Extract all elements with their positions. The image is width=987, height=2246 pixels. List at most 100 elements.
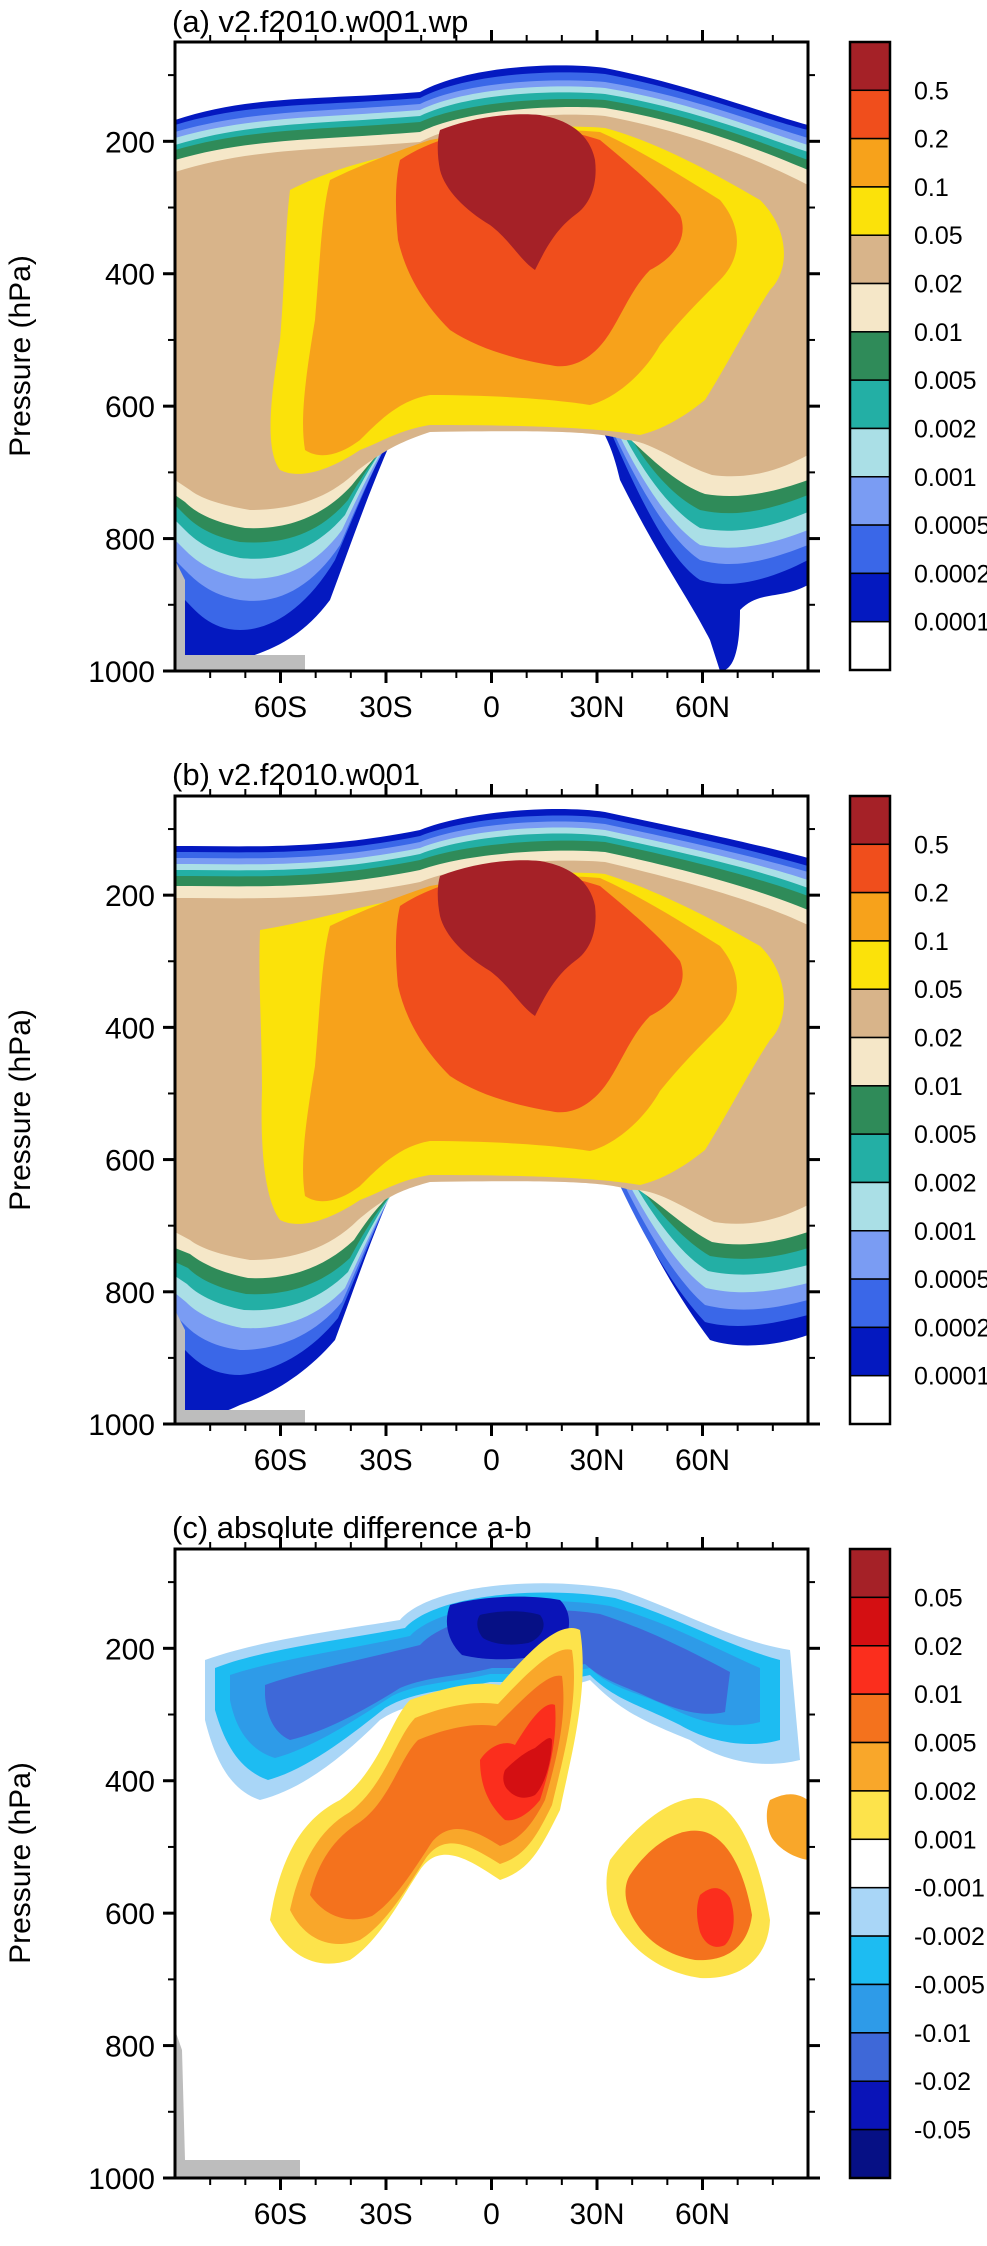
colorbar-label: 0.05 [914,222,963,250]
y-tick-label: 400 [105,259,155,292]
colorbar-swatch [849,572,891,623]
panel-b-contour-05 [437,860,596,1016]
panel-a-ticks: 200 400 600 800 1000 60S 30S 0 30N 60N [88,30,820,724]
panel-c-pos-0005 [310,1675,564,1920]
colorbar-label: 0.0001 [914,1363,987,1391]
colorbar-label: -0.05 [914,2117,971,2145]
y-tick-label: 200 [105,1633,155,1666]
x-tick-label: 60S [254,691,307,724]
colorbar-label: 0.02 [914,1025,963,1053]
colorbar-swatch [849,234,891,285]
colorbar-label: 0.01 [914,319,963,347]
colorbar-swatch [849,379,891,430]
colorbar-swatch [849,2080,891,2131]
colorbar-swatch [849,331,891,381]
colorbar-swatch [849,1790,891,1841]
colorbar-swatch [849,2032,891,2082]
colorbar-swatch [849,1741,891,1792]
x-tick-label: 30N [569,1444,624,1477]
y-tick-label: 200 [105,880,155,913]
colorbar-swatch [849,891,891,942]
x-tick-label: 60S [254,1444,307,1477]
panel-c-pos-002 [503,1737,552,1798]
panel-b-surface [175,1310,305,1424]
colorbar-swatch [849,1596,891,1647]
x-tick-label: 0 [483,2198,500,2231]
x-tick-label: 60N [675,2198,730,2231]
colorbar-label: 0.0002 [914,1314,987,1342]
colorbar-label: 0.0005 [914,1266,987,1294]
colorbar-label: -0.002 [914,1923,985,1951]
panel-b-ticks: 200 400 600 800 1000 60S 30S 0 30N 60N [88,784,820,1477]
colorbar-label: -0.01 [914,2020,971,2048]
colorbar-label: 0.002 [914,1778,977,1806]
colorbar-swatch [849,1693,891,1744]
y-tick-label: 1000 [88,656,155,689]
colorbar-label: 0.01 [914,1073,963,1101]
y-tick-label: 600 [105,1898,155,1931]
colorbar-swatch [849,1886,891,1937]
panel-c-ticks: 200 400 600 800 1000 60S 30S 0 30N 60N [88,1537,820,2231]
colorbar-label: 0.05 [914,1584,963,1612]
colorbar-label: -0.02 [914,2068,971,2096]
y-tick-label: 200 [105,126,155,159]
y-tick-label: 800 [105,524,155,557]
y-tick-label: 400 [105,1012,155,1045]
colorbar-label: 0.5 [914,77,949,105]
colorbar-label: 0.2 [914,126,949,154]
panel-a-colorbar: 0.5 0.2 0.1 0.05 0.02 0.01 0.005 0.002 0.001 0.00… [848,40,987,672]
panel-c-plot-area [175,1583,808,2178]
colorbar-label: 0.02 [914,271,963,299]
colorbar-swatch [849,1133,891,1184]
colorbar-label: 0.01 [914,1681,963,1709]
y-tick-label: 400 [105,1766,155,1799]
y-tick-label: 1000 [88,2163,155,2196]
panel-c-y-axis-label: Pressure (hPa) [4,1762,37,1964]
panel-b-plot-area [175,809,808,1424]
panel-c-pos-right-001 [697,1888,734,1947]
colorbar-swatch [849,988,891,1039]
colorbar-swatch [849,1374,891,1425]
panel-c-neg-001 [265,1609,730,1740]
colorbar-swatch [849,1278,891,1329]
panel-a-plot-area [175,65,808,671]
x-tick-label: 0 [483,691,500,724]
colorbar-swatch [849,1326,891,1377]
colorbar-label: 0.1 [914,928,949,956]
panel-c-pos-right-edge [766,1794,808,1860]
colorbar-label: -0.005 [914,1971,985,1999]
colorbar-swatch [849,282,891,333]
colorbar-swatch [849,620,891,671]
y-tick-label: 600 [105,1145,155,1178]
x-tick-label: 30S [359,1444,412,1477]
x-tick-label: 60N [675,1444,730,1477]
colorbar-label: 0.5 [914,831,949,859]
colorbar-swatch [849,1645,891,1695]
colorbar-swatch [849,1230,891,1280]
panel-a-title: (a) v2.f2010.w001.wp [172,4,468,39]
y-tick-label: 800 [105,1277,155,1310]
colorbar-label: 0.002 [914,1169,977,1197]
colorbar-label: 0.0005 [914,512,987,540]
panel-c-neg-005 [477,1611,544,1645]
colorbar-swatch [849,1085,891,1135]
panel-a-surface [175,560,305,671]
panel-b-title: (b) v2.f2010.w001 [172,757,420,792]
y-tick-label: 800 [105,2031,155,2064]
x-tick-label: 30S [359,691,412,724]
colorbar-swatch [849,89,891,140]
colorbar-swatch [849,1036,891,1087]
colorbar-label: 0.002 [914,415,977,443]
colorbar-swatch [849,137,891,188]
colorbar-frame [848,40,892,672]
panel-c-colorbar: 0.05 0.02 0.01 0.005 0.002 0.001 -0.001 -0.002 -… [848,1547,985,2180]
x-tick-label: 30N [569,2198,624,2231]
colorbar-swatch [849,1548,891,1599]
colorbar-label: 0.001 [914,1826,977,1854]
y-tick-label: 600 [105,391,155,424]
colorbar-swatch [849,41,891,92]
colorbar-label: -0.001 [914,1875,985,1903]
colorbar-swatch [849,1983,891,2034]
colorbar-label: 0.001 [914,464,977,492]
